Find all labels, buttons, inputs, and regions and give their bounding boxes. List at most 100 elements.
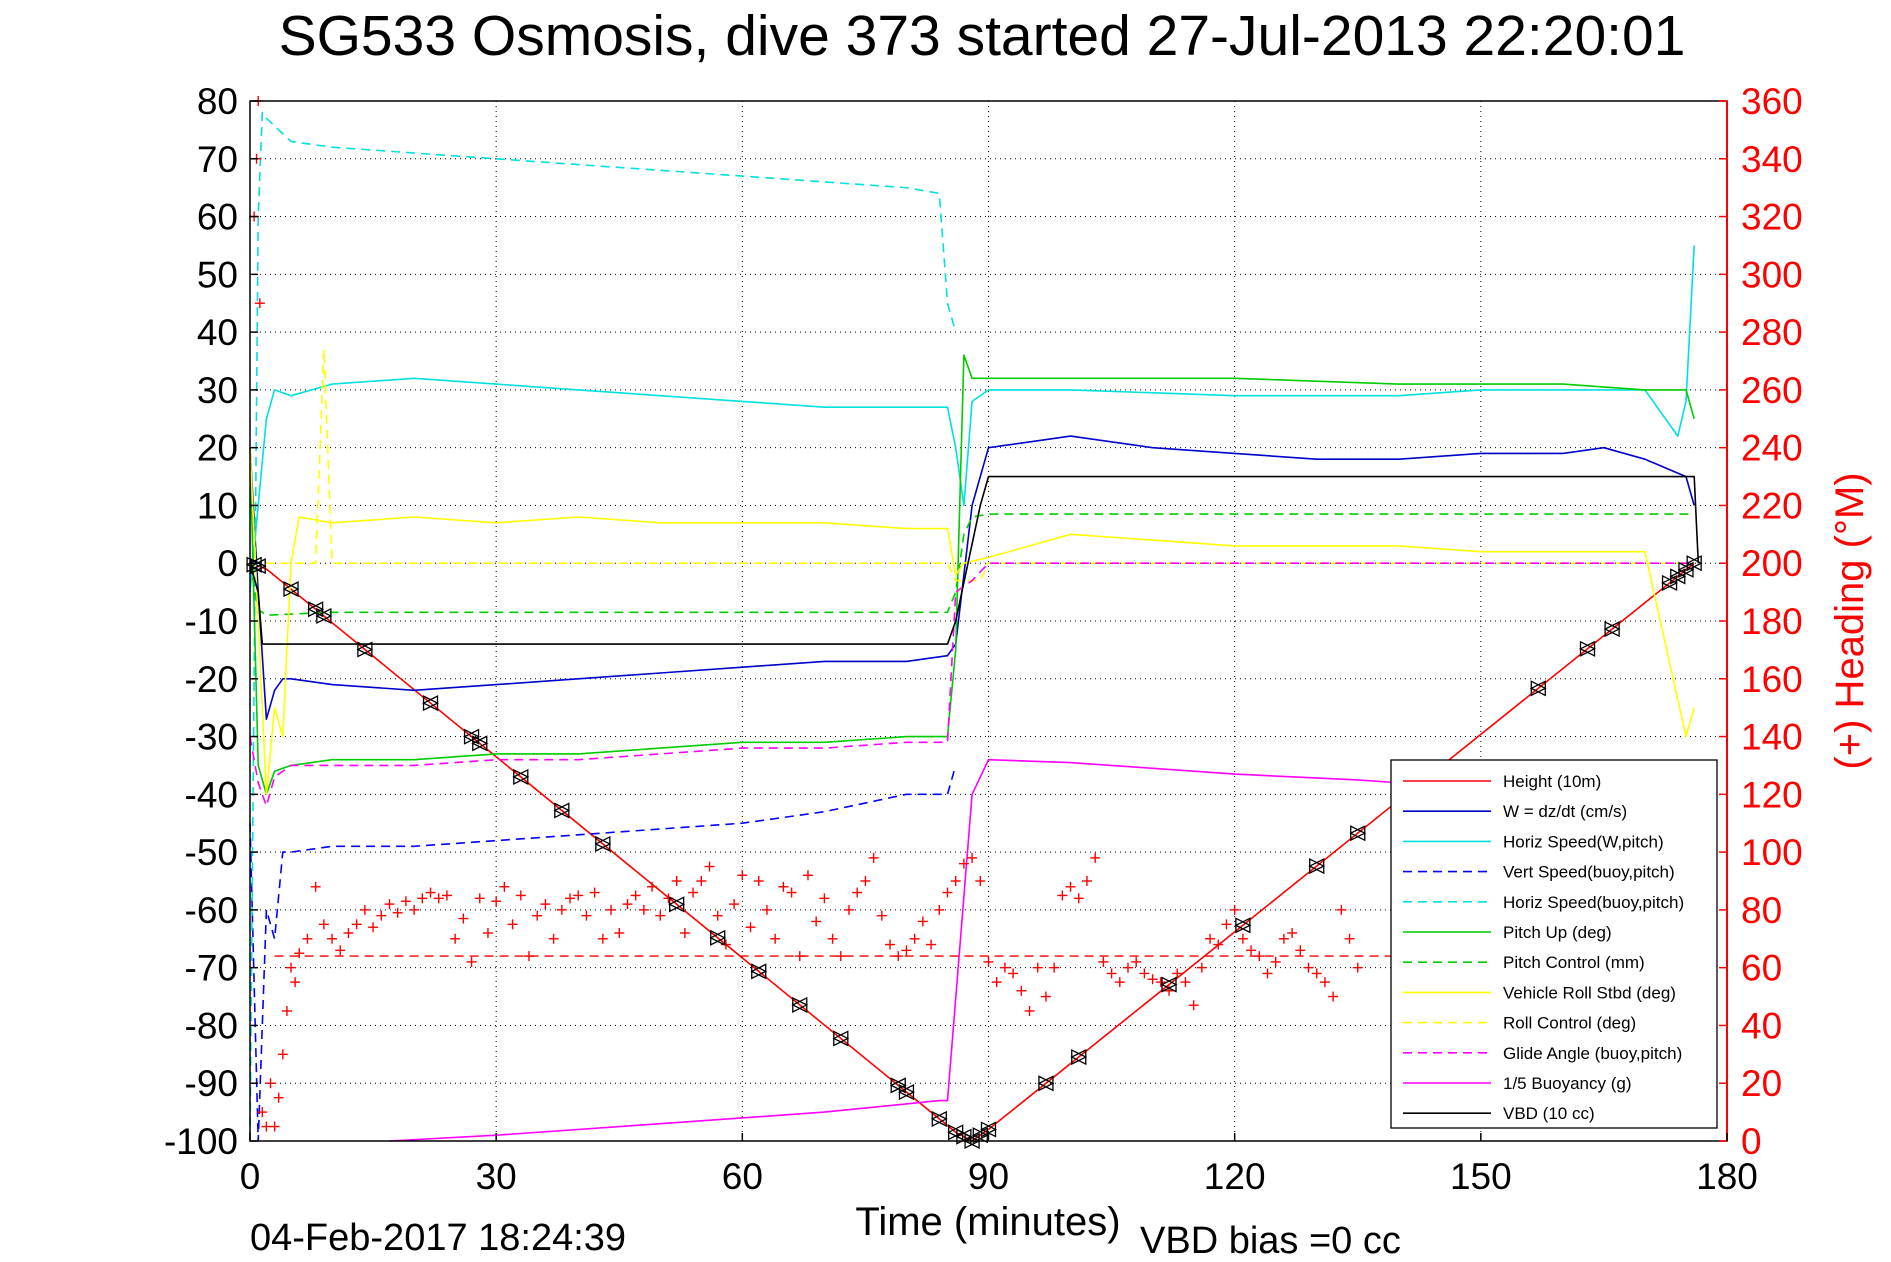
heading-point <box>950 876 961 886</box>
heading-point <box>679 928 690 938</box>
heading-point <box>1213 939 1224 950</box>
height-marker <box>512 768 530 785</box>
height-marker <box>1234 917 1252 934</box>
y-right-tick-label: 40 <box>1741 1005 1782 1046</box>
heading-point <box>794 951 805 962</box>
heading-point <box>417 893 428 904</box>
heading-point <box>474 893 485 904</box>
height-marker <box>709 929 727 946</box>
heading-point <box>507 919 518 930</box>
heading-point <box>729 899 740 910</box>
heading-point <box>1106 968 1117 979</box>
x-tick-label: 150 <box>1450 1156 1512 1197</box>
height-marker <box>832 1030 850 1047</box>
heading-point <box>409 904 420 915</box>
heading-point <box>556 904 567 915</box>
y-tick-label: -20 <box>185 659 238 700</box>
y-tick-label: -10 <box>185 601 238 642</box>
heading-point <box>1073 893 1084 904</box>
legend-label: Vert Speed(buoy,pitch) <box>1503 863 1675 882</box>
heading-point <box>359 904 370 915</box>
x-tick-label: 30 <box>476 1156 517 1197</box>
series-line-6 <box>249 513 1695 617</box>
y-right-tick-label: 320 <box>1741 197 1803 238</box>
heading-point <box>1122 962 1133 973</box>
heading-point <box>835 951 846 962</box>
height-marker <box>307 601 325 618</box>
height-marker <box>1579 640 1596 657</box>
heading-point <box>647 881 658 892</box>
heading-point <box>294 948 305 959</box>
series-line-2 <box>249 245 1695 593</box>
heading-point <box>901 945 912 956</box>
heading-point <box>254 298 265 309</box>
y-right-tick-label: 160 <box>1741 659 1803 700</box>
y-right-tick-label: 240 <box>1741 428 1803 469</box>
heading-point <box>868 852 879 863</box>
heading-point <box>581 910 592 921</box>
height-marker <box>930 1110 948 1127</box>
heading-point <box>860 876 871 886</box>
heading-point <box>720 939 731 950</box>
y-tick-label: 40 <box>197 312 238 353</box>
heading-point <box>335 945 346 956</box>
heading-point <box>1098 956 1109 967</box>
y-right-tick-label: 340 <box>1741 139 1803 180</box>
heading-point <box>827 933 838 944</box>
heading-point <box>696 876 707 886</box>
heading-point <box>343 928 354 938</box>
y-right-tick-label: 60 <box>1741 948 1782 989</box>
y-right-tick-label: 360 <box>1741 81 1803 122</box>
legend-label: Pitch Up (deg) <box>1503 923 1612 942</box>
height-marker <box>1070 1048 1088 1066</box>
heading-point <box>991 977 1002 988</box>
heading-point <box>265 1078 276 1089</box>
x-tick-label: 60 <box>722 1156 763 1197</box>
y-tick-label: 0 <box>217 543 238 584</box>
heading-point <box>1311 968 1322 979</box>
x-axis-label: Time (minutes) <box>855 1200 1120 1244</box>
heading-point <box>458 913 469 924</box>
heading-point <box>753 876 764 886</box>
heading-point <box>622 899 633 910</box>
heading-point <box>1254 951 1265 962</box>
series-line-8 <box>250 348 1695 582</box>
x-axis: 0 30 60 90 120 150 180 <box>240 1133 1758 1197</box>
heading-point <box>885 939 896 950</box>
height-marker <box>594 835 612 853</box>
legend: Height (10m) W = dz/dt (cm/s) Horiz Speed(… <box>1390 759 1718 1129</box>
heading-point <box>290 977 301 988</box>
heading-point <box>1172 968 1183 979</box>
heading-point <box>1155 977 1166 988</box>
series-line-1 <box>249 435 1695 721</box>
heading-point <box>1221 919 1232 930</box>
heading-point <box>573 890 584 901</box>
legend-label: Roll Control (deg) <box>1503 1014 1636 1033</box>
height-marker <box>791 996 809 1013</box>
heading-point <box>1196 962 1207 973</box>
heading-point <box>737 870 748 881</box>
legend-label: VBD (10 cc) <box>1503 1104 1595 1123</box>
heading-point <box>704 861 715 872</box>
series-line-10 <box>389 758 1399 1142</box>
height-marker <box>1037 1075 1055 1092</box>
y-axis-right-label: (+) Heading (°M) <box>1828 472 1872 769</box>
heading-point <box>926 939 937 950</box>
heading-point <box>548 933 559 944</box>
legend-label: Horiz Speed(buoy,pitch) <box>1503 893 1684 912</box>
y-right-tick-label: 260 <box>1741 370 1803 411</box>
heading-point <box>630 890 641 901</box>
legend-label: Pitch Control (mm) <box>1503 953 1645 972</box>
height-marker <box>1349 825 1367 842</box>
y-axis-right: 3603403203002802602402202001801601401201… <box>1719 81 1803 1162</box>
height-marker <box>422 695 439 712</box>
height-marker <box>750 963 768 980</box>
heading-point <box>499 881 510 892</box>
x-tick-label: 120 <box>1204 1156 1266 1197</box>
heading-point <box>589 887 600 898</box>
heading-point <box>999 962 1010 973</box>
heading-point <box>778 881 789 892</box>
heading-point <box>565 893 576 904</box>
series-line-11 <box>249 475 1700 645</box>
height-marker <box>889 1077 907 1094</box>
